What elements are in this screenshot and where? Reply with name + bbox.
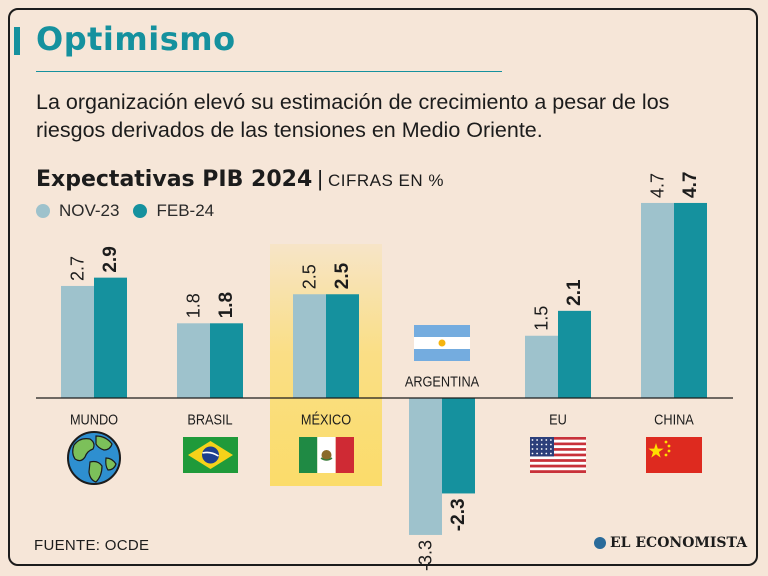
brand-icon	[594, 537, 606, 549]
value-label-feb-24-china: 4.7	[680, 172, 701, 198]
brand-logo: EL ECONOMISTA	[594, 535, 747, 551]
chart-heading: Expectativas PIB 2024 | CIFRAS EN %	[36, 165, 444, 192]
category-label-eu: EU	[549, 410, 567, 427]
bar-feb-24-brasil	[210, 323, 243, 398]
bar-feb-24-argentina	[442, 398, 475, 494]
value-label-nov-23-mexico: 2.5	[300, 264, 320, 289]
bar-feb-24-mundo	[94, 277, 127, 398]
category-label-china: CHINA	[654, 410, 694, 427]
bar-feb-24-eu	[558, 310, 591, 398]
title-divider	[36, 71, 502, 72]
legend-swatch-nov23	[36, 204, 50, 218]
bar-nov-23-mexico	[293, 294, 326, 398]
legend-label-feb24: FEB-24	[156, 201, 215, 220]
chart-legend: NOV-23 FEB-24	[36, 201, 228, 221]
chart-heading-separator: |	[317, 166, 323, 191]
chart-title: Expectativas PIB 2024	[36, 167, 313, 192]
title-accent-bar	[14, 27, 20, 55]
usa-flag-icon	[530, 437, 586, 473]
legend-item-nov23: NOV-23	[36, 201, 119, 221]
legend-item-feb24: FEB-24	[133, 201, 214, 221]
bar-feb-24-china	[674, 202, 707, 398]
bar-nov-23-mundo	[61, 285, 94, 398]
value-label-nov-23-argentina: -3.3	[416, 540, 436, 571]
bar-nov-23-brasil	[177, 323, 210, 398]
value-label-feb-24-eu: 2.1	[564, 279, 585, 306]
page-title: Optimismo	[36, 20, 236, 58]
argentina-flag-icon	[414, 325, 470, 361]
bar-feb-24-mexico	[326, 294, 359, 398]
value-label-nov-23-mundo: 2.7	[68, 256, 88, 281]
source-note: FUENTE: OCDE	[34, 537, 150, 554]
brazil-flag-icon	[183, 437, 238, 473]
category-label-argentina: ARGENTINA	[405, 372, 480, 389]
value-label-feb-24-mundo: 2.9	[100, 246, 121, 272]
category-label-mundo: MUNDO	[70, 410, 118, 427]
mexico-flag-icon	[299, 437, 354, 473]
chart-unit-label: CIFRAS EN %	[327, 171, 445, 190]
bar-nov-23-china	[641, 202, 674, 398]
legend-label-nov23: NOV-23	[59, 201, 120, 220]
value-label-feb-24-mexico: 2.5	[332, 262, 353, 289]
brand-name: EL ECONOMISTA	[610, 535, 748, 551]
value-label-nov-23-china: 4.7	[648, 173, 668, 198]
value-label-nov-23-eu: 1.5	[532, 306, 552, 331]
category-label-brasil: BRASIL	[187, 410, 233, 427]
china-flag-icon	[646, 437, 702, 473]
value-label-feb-24-argentina: -2.3	[448, 498, 469, 531]
value-label-feb-24-brasil: 1.8	[216, 292, 237, 318]
bar-nov-23-eu	[525, 335, 558, 398]
value-label-nov-23-brasil: 1.8	[184, 293, 204, 318]
bar-nov-23-argentina	[409, 398, 442, 535]
infographic-frame	[8, 8, 758, 566]
category-label-mexico: MÉXICO	[301, 410, 351, 427]
subtitle: La organización elevó su estimación de c…	[36, 90, 670, 142]
globe-icon	[67, 431, 121, 485]
legend-swatch-feb24	[133, 204, 148, 218]
